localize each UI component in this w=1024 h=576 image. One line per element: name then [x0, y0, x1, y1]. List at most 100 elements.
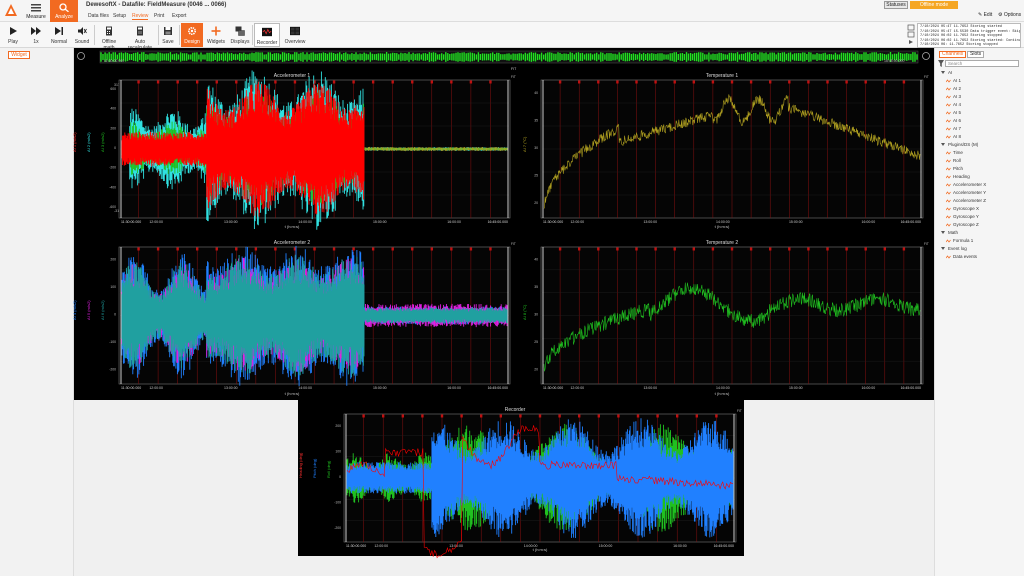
event-marker-flag[interactable] — [215, 247, 218, 251]
event-marker-flag[interactable] — [845, 247, 848, 251]
recorder-display-button[interactable]: Recorder — [254, 23, 280, 47]
event-marker-flag[interactable] — [176, 247, 179, 251]
tree-channel-item[interactable]: Accelerometer Y — [939, 189, 1023, 197]
event-marker-flag[interactable] — [430, 80, 433, 84]
event-marker-flag[interactable] — [196, 80, 199, 84]
event-marker-flag[interactable] — [902, 80, 906, 84]
filter-icon[interactable] — [938, 60, 944, 67]
event-log-list[interactable]: 7/10/2024 05:47 11.7652 Storing started … — [917, 23, 1021, 48]
statuses-button[interactable]: Statuses — [884, 1, 908, 9]
event-marker-flag[interactable] — [450, 80, 453, 84]
overview-fit-label[interactable]: FIT — [511, 67, 517, 71]
tree-channel-item[interactable]: Gyroscope Y — [939, 213, 1023, 221]
event-marker-flag[interactable] — [749, 247, 753, 251]
tree-channel-item[interactable]: Gyroscope Z — [939, 221, 1023, 229]
event-marker-flag[interactable] — [597, 80, 600, 84]
event-marker-flag[interactable] — [411, 247, 414, 251]
save-button[interactable]: Save — [159, 23, 177, 47]
tree-group[interactable]: AI — [939, 69, 1023, 77]
event-marker-flag[interactable] — [695, 414, 698, 418]
event-marker-flag[interactable] — [673, 80, 676, 84]
event-marker-flag[interactable] — [469, 80, 473, 84]
event-marker-flag[interactable] — [411, 80, 414, 84]
event-marker-flag[interactable] — [788, 247, 791, 251]
event-marker-flag[interactable] — [469, 247, 473, 251]
tree-channel-item[interactable]: AI 4 — [939, 101, 1023, 109]
tree-channel-item[interactable]: Formula 1 — [939, 237, 1023, 245]
graph-temperature-1[interactable]: Temperature 1 AI 7 (°C) t (h:m:s) 11:30:… — [522, 73, 929, 229]
event-marker-flag[interactable] — [362, 414, 365, 418]
tree-channel-item[interactable]: Accelerometer X — [939, 181, 1023, 189]
tree-channel-item[interactable]: Accelerometer Z — [939, 197, 1023, 205]
mode-analyze-button[interactable]: Analyze — [50, 0, 78, 22]
design-button[interactable]: Design — [181, 23, 203, 47]
expand-caret-icon[interactable] — [941, 143, 945, 147]
event-marker-flag[interactable] — [450, 247, 453, 251]
event-marker-flag[interactable] — [826, 80, 829, 84]
graph-recorder[interactable]: Recorder Heading (deg) Pitch (deg) Roll … — [298, 407, 742, 559]
event-marker-flag[interactable] — [616, 80, 619, 84]
tab-channels[interactable]: Channels — [939, 51, 967, 58]
event-marker-flag[interactable] — [864, 247, 867, 251]
event-marker-flag[interactable] — [769, 247, 772, 251]
event-marker-flag[interactable] — [883, 80, 886, 84]
tree-channel-item[interactable]: AI 6 — [939, 117, 1023, 125]
event-marker-flag[interactable] — [826, 247, 829, 251]
event-marker-flag[interactable] — [460, 414, 463, 418]
event-marker-flag[interactable] — [578, 414, 581, 418]
event-marker-flag[interactable] — [711, 247, 715, 251]
expand-caret-icon[interactable] — [941, 71, 945, 75]
event-marker-flag[interactable] — [332, 247, 336, 251]
overview-left-icon[interactable] — [77, 52, 85, 60]
fit-button[interactable]: FIT — [511, 242, 516, 246]
event-marker-flag[interactable] — [730, 80, 734, 84]
event-marker-flag[interactable] — [391, 247, 394, 251]
event-copy-icon[interactable] — [907, 31, 915, 38]
event-marker-flag[interactable] — [137, 247, 140, 251]
event-marker-flag[interactable] — [807, 80, 810, 84]
tree-channel-item[interactable]: Time — [939, 149, 1023, 157]
tree-channel-item[interactable]: Pitch — [939, 165, 1023, 173]
event-marker-flag[interactable] — [480, 414, 483, 418]
event-marker-flag[interactable] — [617, 414, 620, 418]
event-marker-flag[interactable] — [274, 80, 277, 84]
event-marker-flag[interactable] — [558, 414, 561, 418]
event-marker-flag[interactable] — [558, 247, 562, 251]
event-marker-flag[interactable] — [274, 247, 277, 251]
event-marker-flag[interactable] — [692, 247, 695, 251]
fit-button[interactable]: FIT — [924, 75, 929, 79]
expand-caret-icon[interactable] — [941, 231, 945, 235]
event-marker-flag[interactable] — [807, 247, 810, 251]
event-marker-flag[interactable] — [656, 414, 659, 418]
event-marker-flag[interactable] — [654, 80, 657, 84]
event-marker-flag[interactable] — [673, 247, 676, 251]
event-list-icon[interactable] — [907, 24, 915, 31]
event-marker-flag[interactable] — [137, 80, 140, 84]
tree-channel-item[interactable]: AI 1 — [939, 77, 1023, 85]
event-marker-flag[interactable] — [371, 247, 375, 251]
graph-accelerometer-1[interactable]: Accelerometer 1 AI 1 (m/s2) AI 2 (m/s2) … — [72, 70, 516, 230]
tab-review[interactable]: Review — [132, 13, 149, 20]
event-marker-flag[interactable] — [156, 80, 160, 84]
overview-display-button[interactable]: Overview — [282, 23, 308, 47]
event-marker-flag[interactable] — [538, 414, 542, 418]
overview-bar[interactable]: 11:30:00.000 16:45:00.000 FIT — [77, 50, 930, 71]
fit-button[interactable]: FIT — [511, 75, 516, 79]
tree-channel-item[interactable]: Roll — [939, 157, 1023, 165]
options-button[interactable]: ⚙ Options — [998, 12, 1021, 18]
event-marker-flag[interactable] — [391, 80, 394, 84]
event-marker-flag[interactable] — [578, 80, 581, 84]
tree-group[interactable]: Event log — [939, 245, 1023, 253]
sound-button[interactable]: Sound — [72, 23, 92, 47]
event-marker-flag[interactable] — [715, 414, 718, 418]
event-marker-flag[interactable] — [616, 247, 619, 251]
event-marker-flag[interactable] — [401, 414, 404, 418]
event-marker-flag[interactable] — [636, 414, 640, 418]
event-marker-flag[interactable] — [489, 80, 492, 84]
event-marker-flag[interactable] — [902, 247, 906, 251]
event-marker-flag[interactable] — [499, 414, 502, 418]
event-marker-flag[interactable] — [578, 247, 581, 251]
event-marker-flag[interactable] — [845, 80, 848, 84]
graph-temperature-2[interactable]: Temperature 2 AI 8 (°C) t (h:m:s) 11:30:… — [522, 240, 929, 396]
event-marker-flag[interactable] — [692, 80, 695, 84]
